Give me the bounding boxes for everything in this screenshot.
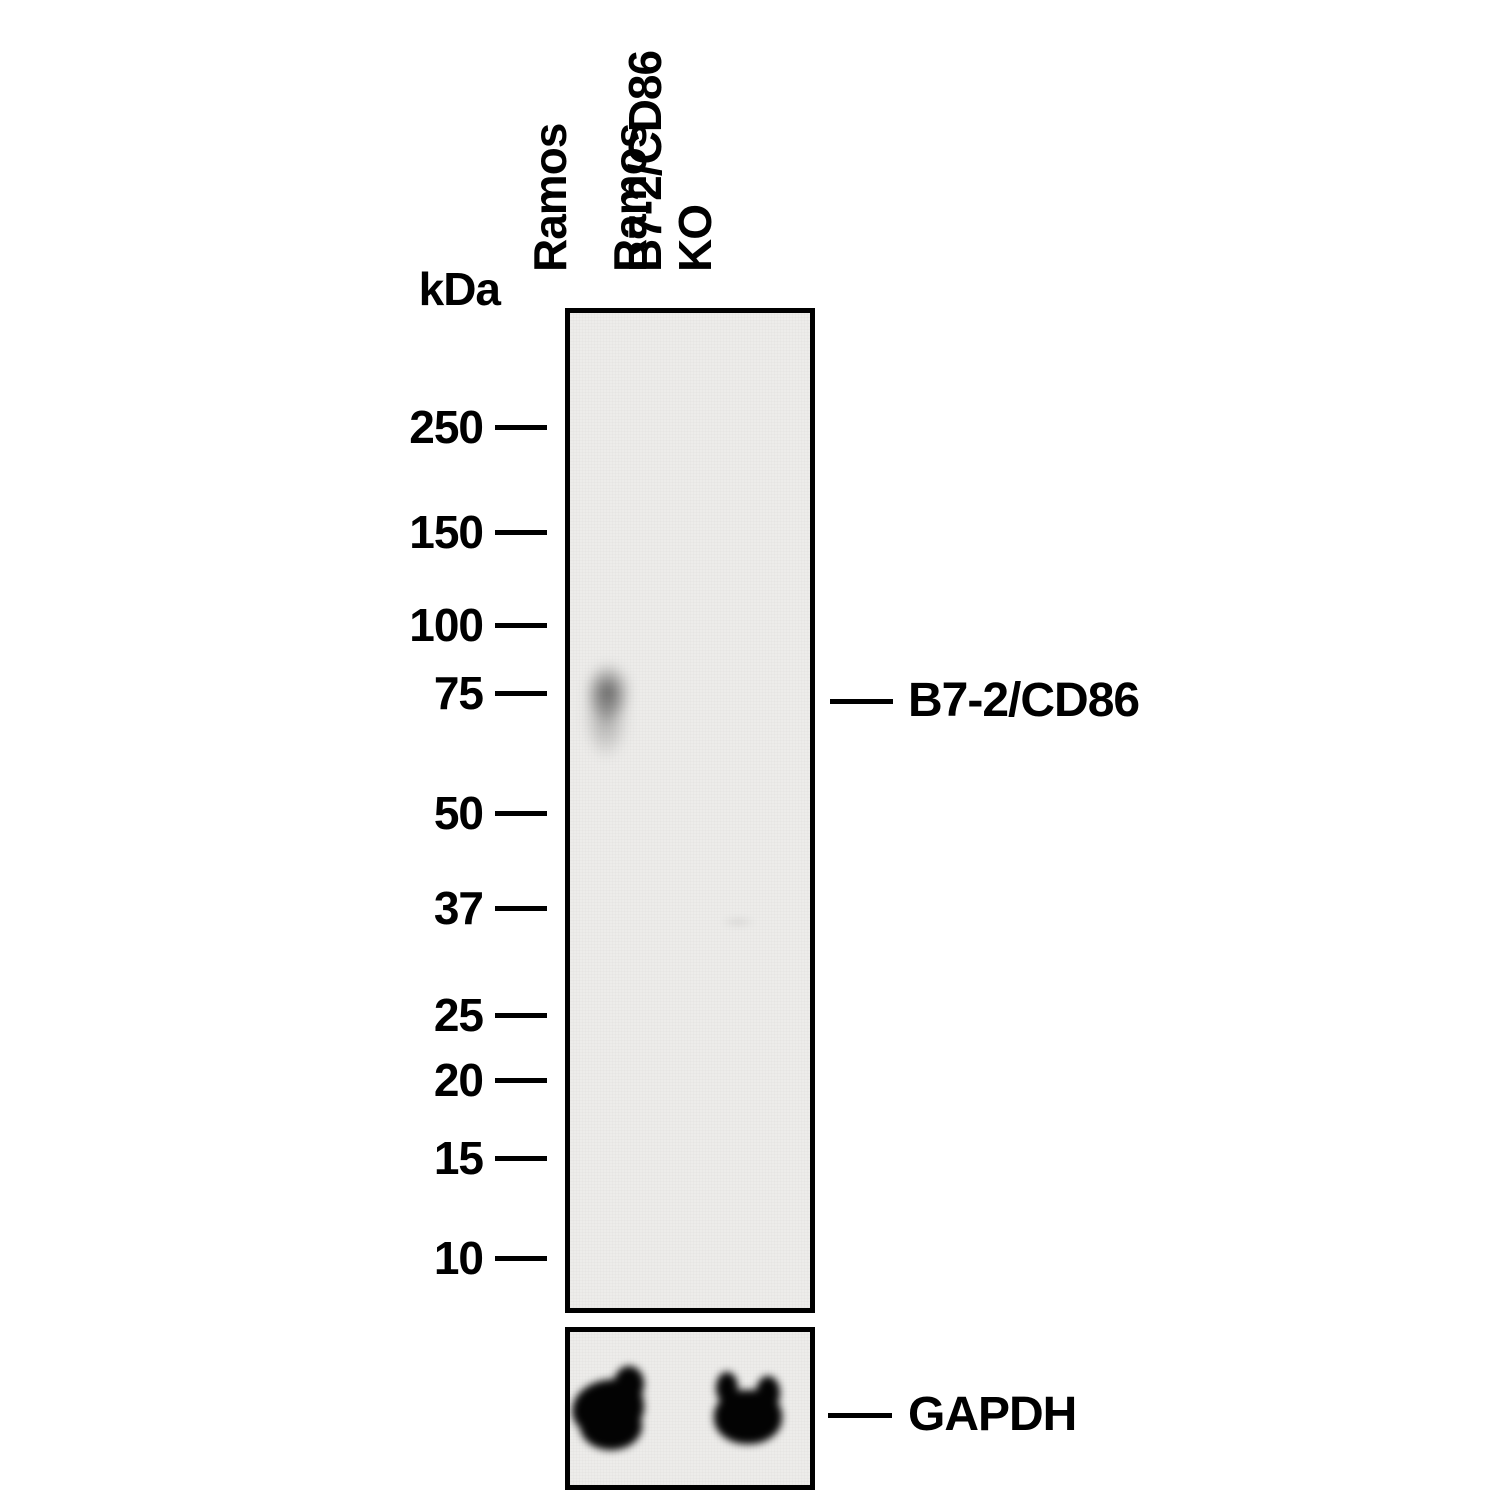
band-b7-2-cd86-lane1 [576, 652, 640, 762]
faint-background-band [714, 913, 762, 931]
marker-25: 25 [0, 990, 565, 1040]
main-blot-panel [565, 308, 815, 1313]
kda-unit-label: kDa [418, 263, 501, 315]
marker-75: 75 [0, 668, 565, 718]
lane-label-3-line1: B7-2/CD86 [619, 50, 671, 272]
marker-tick [495, 623, 547, 628]
marker-label: 250 [409, 401, 484, 453]
lane-label-1: Ramos [524, 123, 576, 272]
marker-tick [495, 1013, 547, 1018]
marker-tick [495, 906, 547, 911]
marker-tick [495, 811, 547, 816]
marker-10: 10 [0, 1233, 565, 1283]
marker-20: 20 [0, 1055, 565, 1105]
marker-label: 15 [433, 1132, 484, 1184]
target-band-label: B7-2/CD86 [908, 674, 1140, 727]
marker-37: 37 [0, 883, 565, 933]
marker-tick [495, 1156, 547, 1161]
marker-label: 37 [433, 882, 484, 934]
target-band-pointer-line [830, 699, 893, 704]
marker-label: 100 [409, 599, 484, 651]
marker-label: 25 [433, 989, 484, 1041]
marker-tick [495, 425, 547, 430]
marker-label: 150 [409, 506, 484, 558]
marker-150: 150 [0, 507, 565, 557]
marker-label: 75 [433, 667, 484, 719]
marker-250: 250 [0, 402, 565, 452]
lane-label-3-line2: KO [669, 205, 721, 272]
marker-tick [495, 691, 547, 696]
marker-label: 10 [433, 1232, 484, 1284]
gapdh-band-lane1 [568, 1364, 654, 1456]
marker-label: 20 [433, 1054, 484, 1106]
marker-tick [495, 530, 547, 535]
gapdh-label: GAPDH [908, 1388, 1077, 1441]
lane-label-3: B7-2/CD86 KO [619, 50, 721, 272]
marker-label: 50 [433, 787, 484, 839]
gapdh-band-lane3 [714, 1368, 784, 1452]
gapdh-pointer-line [828, 1413, 892, 1418]
marker-100: 100 [0, 600, 565, 650]
marker-15: 15 [0, 1133, 565, 1183]
marker-tick [495, 1256, 547, 1261]
marker-tick [495, 1078, 547, 1083]
marker-50: 50 [0, 788, 565, 838]
